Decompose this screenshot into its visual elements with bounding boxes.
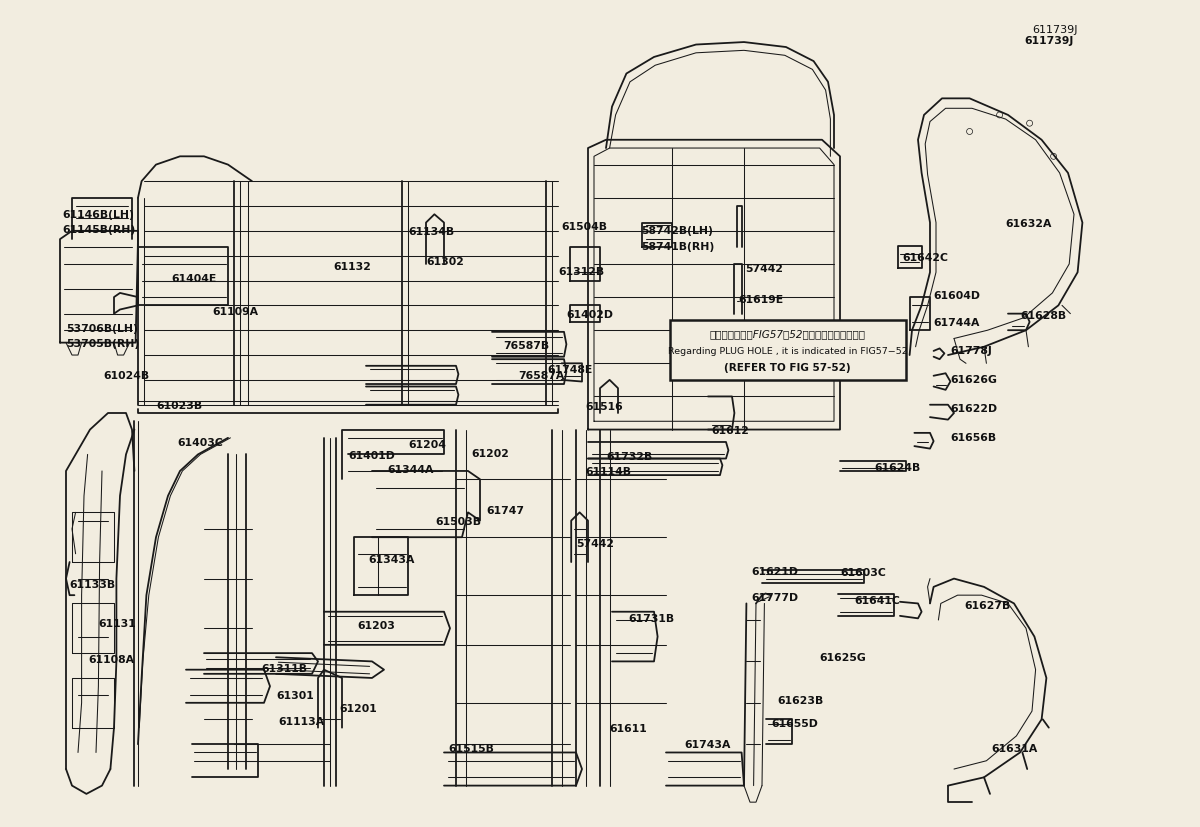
Text: 61631A: 61631A <box>991 743 1038 753</box>
Text: 61146B(LH): 61146B(LH) <box>62 210 134 220</box>
Text: 61202: 61202 <box>472 448 510 458</box>
Text: 61656B: 61656B <box>950 433 996 442</box>
Text: (REFER TO FIG 57-52): (REFER TO FIG 57-52) <box>725 362 851 372</box>
Text: 61778J: 61778J <box>950 346 992 356</box>
Text: 61627B: 61627B <box>965 600 1012 610</box>
Text: 61621D: 61621D <box>751 566 798 576</box>
Text: 61604D: 61604D <box>934 291 980 301</box>
Text: 61744A: 61744A <box>934 318 980 327</box>
Text: 61204: 61204 <box>408 440 446 450</box>
Text: 61619E: 61619E <box>738 294 784 304</box>
Text: 61747: 61747 <box>486 505 524 515</box>
Text: 76587A: 76587A <box>518 370 565 380</box>
Text: 61312B: 61312B <box>558 267 604 277</box>
Text: 61134B: 61134B <box>408 227 454 237</box>
Text: 61642C: 61642C <box>902 253 948 263</box>
Text: 58741B(RH): 58741B(RH) <box>641 241 714 251</box>
Text: 61731B: 61731B <box>629 614 674 624</box>
Text: 61132: 61132 <box>334 261 372 271</box>
Text: 61302: 61302 <box>426 256 464 266</box>
Text: 61404E: 61404E <box>172 274 217 284</box>
Text: 61133B: 61133B <box>70 579 115 589</box>
Text: 61402D: 61402D <box>566 310 613 320</box>
Text: 61023B: 61023B <box>156 400 202 410</box>
Text: 61403C: 61403C <box>178 437 223 447</box>
Text: 61024B: 61024B <box>103 370 149 380</box>
Text: 61108A: 61108A <box>89 654 134 664</box>
Text: 58742B(LH): 58742B(LH) <box>641 226 713 236</box>
Text: 61131: 61131 <box>98 619 136 629</box>
Text: 53705B(RH): 53705B(RH) <box>66 338 139 348</box>
Text: 61515B: 61515B <box>449 743 494 753</box>
Text: 61113A: 61113A <box>278 716 324 726</box>
Text: 61777D: 61777D <box>751 592 798 602</box>
Text: 61743A: 61743A <box>684 739 731 749</box>
Text: 61628B: 61628B <box>1020 311 1066 321</box>
Text: 61623B: 61623B <box>778 696 824 705</box>
Text: 57442: 57442 <box>576 538 614 548</box>
Text: 61401D: 61401D <box>348 451 395 461</box>
Text: 61504B: 61504B <box>562 222 607 232</box>
Text: 76587B: 76587B <box>503 341 548 351</box>
Text: 61641C: 61641C <box>854 595 900 605</box>
Text: 61622D: 61622D <box>950 404 997 414</box>
Text: 61114B: 61114B <box>586 466 631 476</box>
Text: プラグホールはFIG57－52に掛載してあります。: プラグホールはFIG57－52に掛載してあります。 <box>710 329 866 339</box>
Text: 61344A: 61344A <box>388 465 434 475</box>
Text: 61301: 61301 <box>276 690 313 700</box>
Text: 61655D: 61655D <box>772 719 818 729</box>
Text: 61603C: 61603C <box>840 567 886 577</box>
Text: 611739J: 611739J <box>1032 25 1078 35</box>
Text: 61145B(RH): 61145B(RH) <box>62 225 136 235</box>
Text: 61611: 61611 <box>610 723 647 733</box>
Text: 61732B: 61732B <box>606 452 653 461</box>
Text: 61201: 61201 <box>340 703 377 713</box>
Text: 61626G: 61626G <box>950 375 997 385</box>
Text: 61624B: 61624B <box>875 462 922 472</box>
Text: 611739J: 611739J <box>1025 36 1074 46</box>
Text: 61516: 61516 <box>586 402 623 412</box>
Text: 61343A: 61343A <box>368 554 415 564</box>
Text: 61625G: 61625G <box>820 653 866 662</box>
Text: 61311B: 61311B <box>262 663 307 673</box>
Text: 61612: 61612 <box>712 425 750 435</box>
Text: 61203: 61203 <box>358 620 396 630</box>
Bar <box>670 321 906 380</box>
Text: 61632A: 61632A <box>1006 218 1052 228</box>
Text: 53706B(LH): 53706B(LH) <box>66 323 138 333</box>
Text: 61503B: 61503B <box>436 516 481 526</box>
Text: 61109A: 61109A <box>212 307 258 317</box>
Text: 57442: 57442 <box>745 264 784 274</box>
Text: Regarding PLUG HOLE , it is indicated in FIG57−52: Regarding PLUG HOLE , it is indicated in… <box>668 347 907 355</box>
Text: 61748E: 61748E <box>547 365 593 375</box>
